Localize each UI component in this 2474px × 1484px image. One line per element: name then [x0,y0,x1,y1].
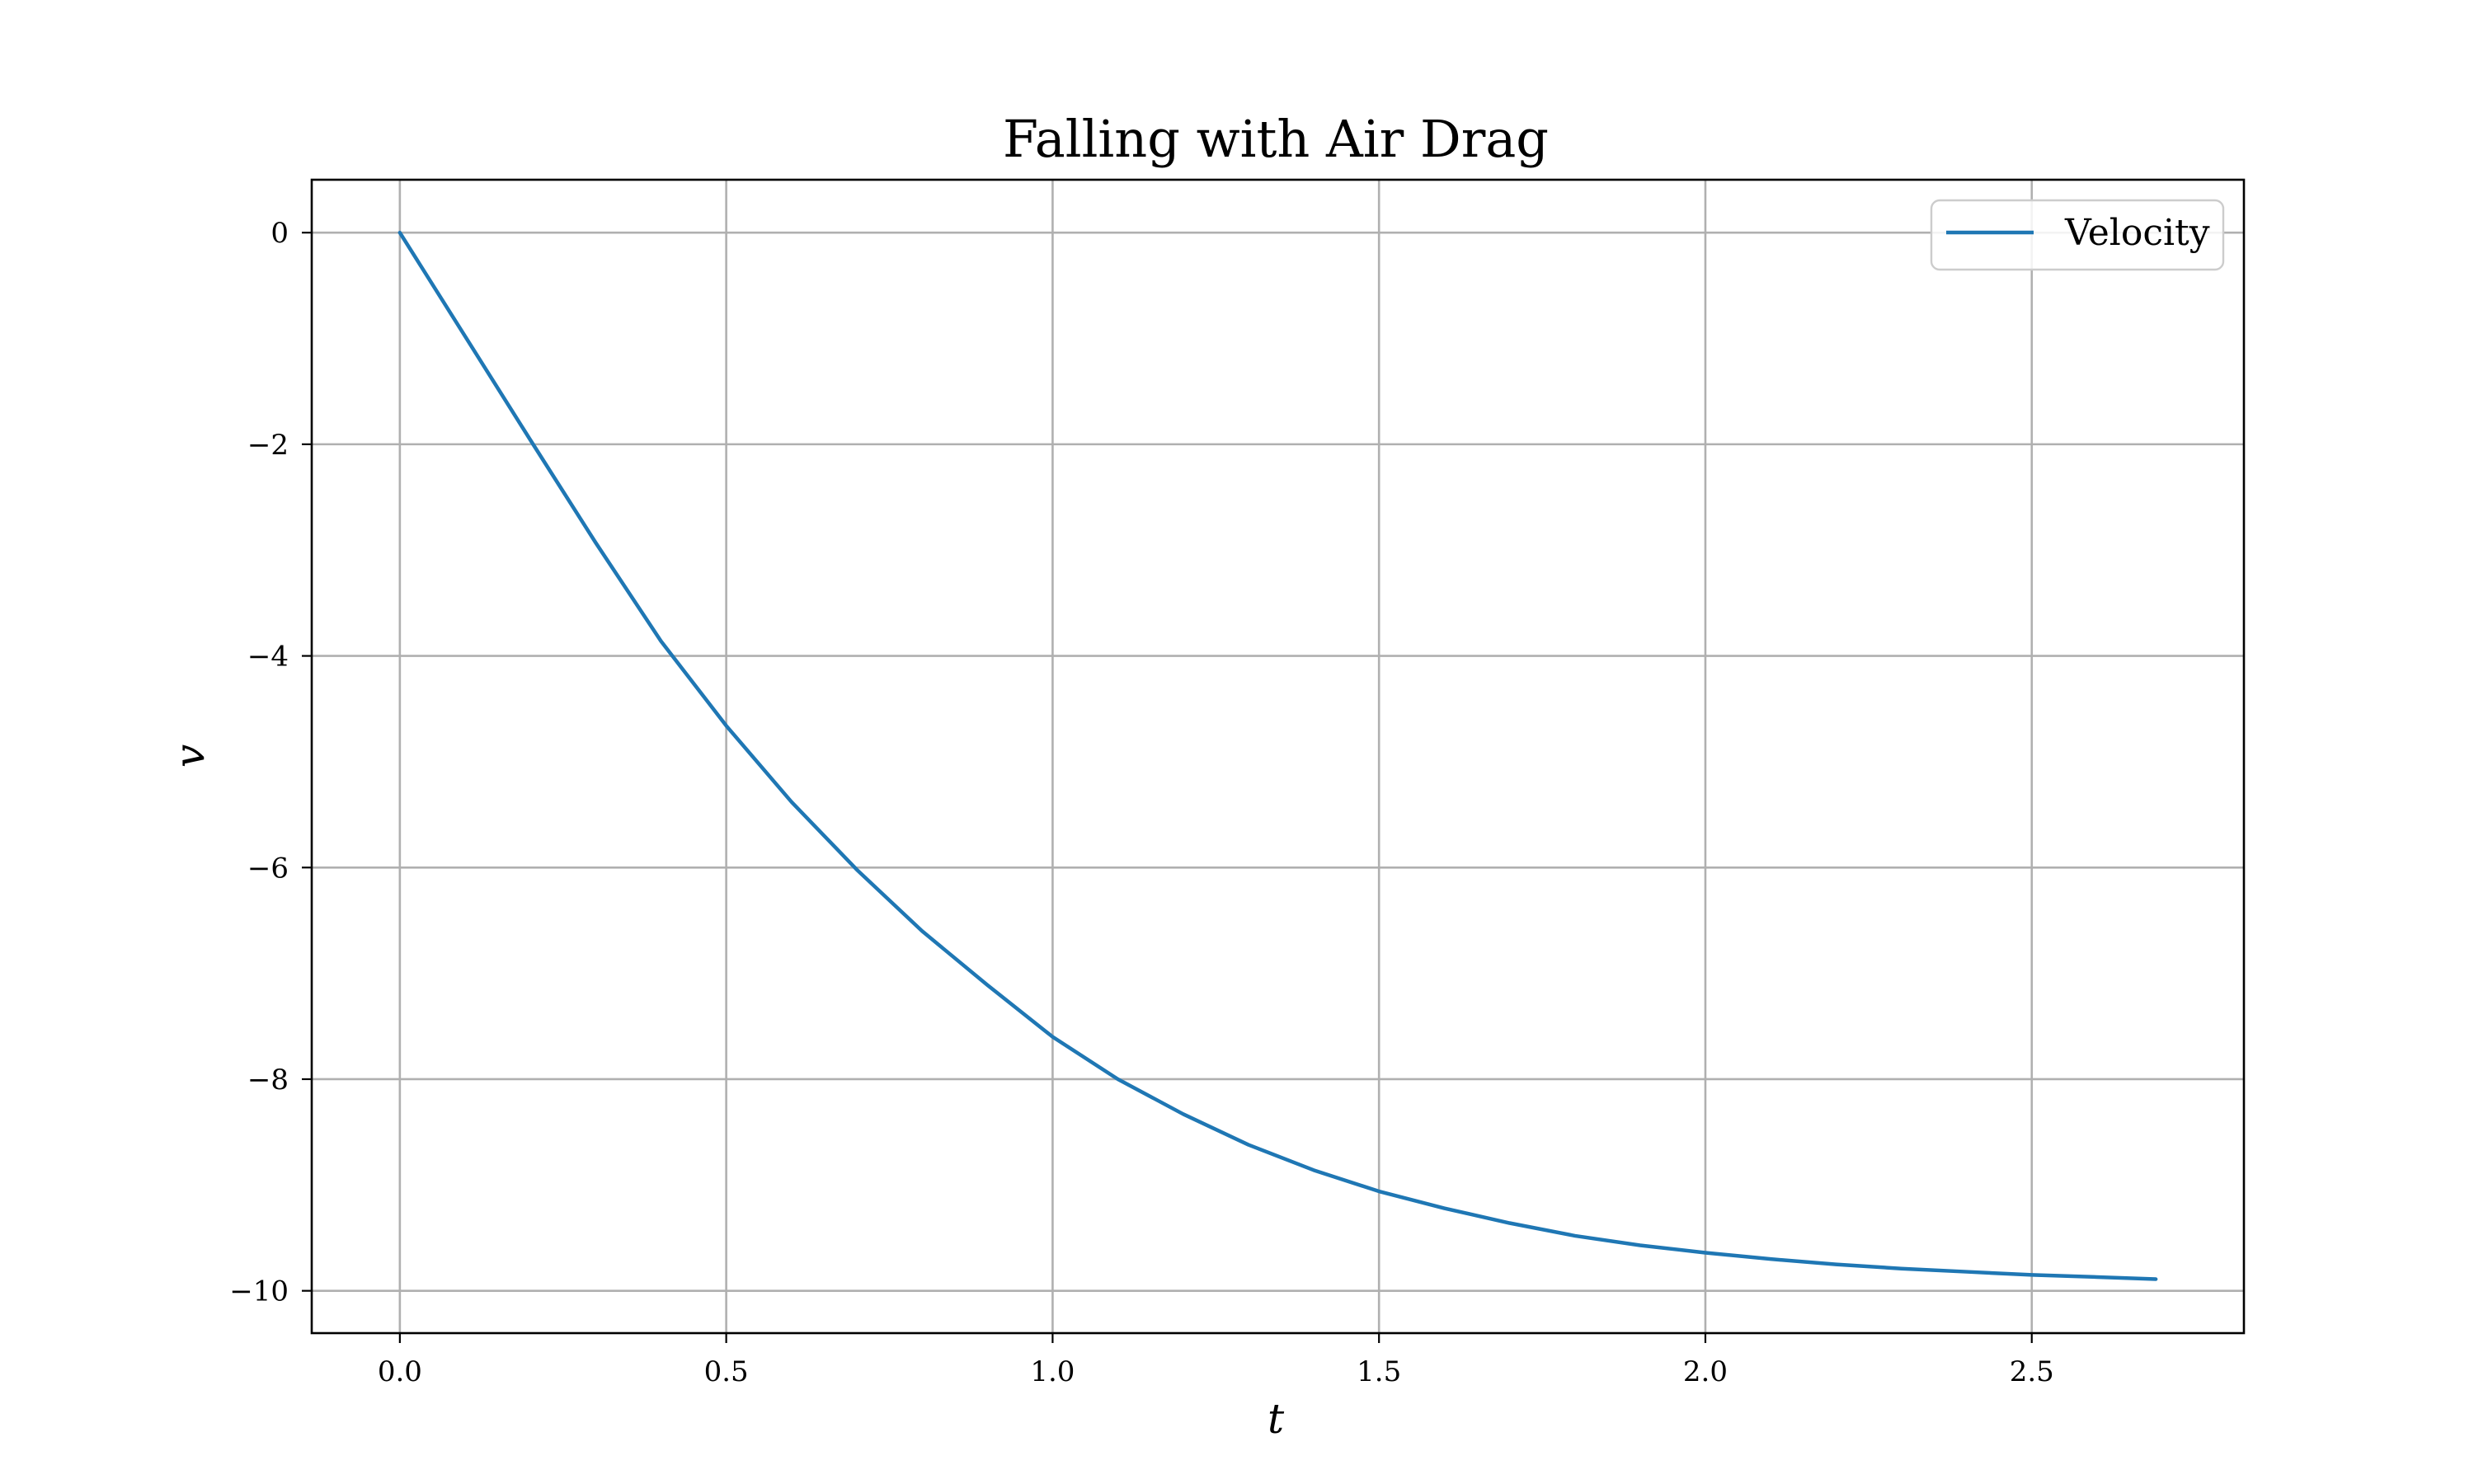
grid [312,180,2244,1333]
legend-label-velocity: Velocity [2064,212,2210,254]
x-tick-label: 1.0 [1030,1355,1075,1388]
y-tick-label: −10 [229,1275,289,1308]
series-layer [397,230,2158,1281]
chart-title: Falling with Air Drag [1003,109,1549,169]
y-tick-label: 0 [270,217,289,250]
x-tick-label: 2.0 [1683,1355,1728,1388]
ticks: 0.0 0.5 1.0 1.5 2.0 2.5 0 −2 −4 −6 −8 −10 [229,217,2054,1388]
x-axis-label: t [1268,1395,1285,1443]
x-tick-label: 0.5 [704,1355,749,1388]
y-tick-label: −4 [247,641,289,674]
legend-box [1930,199,2225,271]
y-tick-label: −2 [247,429,289,462]
legend: Velocity [1930,199,2225,271]
series-line-velocity [397,230,2158,1281]
y-tick-label: −6 [247,852,289,885]
y-tick-label: −8 [247,1064,289,1097]
x-tick-label: 1.5 [1357,1355,1401,1388]
x-tick-label: 0.0 [378,1355,422,1388]
plot-area-frame [310,178,2246,1335]
x-tick-label: 2.5 [2010,1355,2054,1388]
y-axis-label: v [166,744,214,768]
